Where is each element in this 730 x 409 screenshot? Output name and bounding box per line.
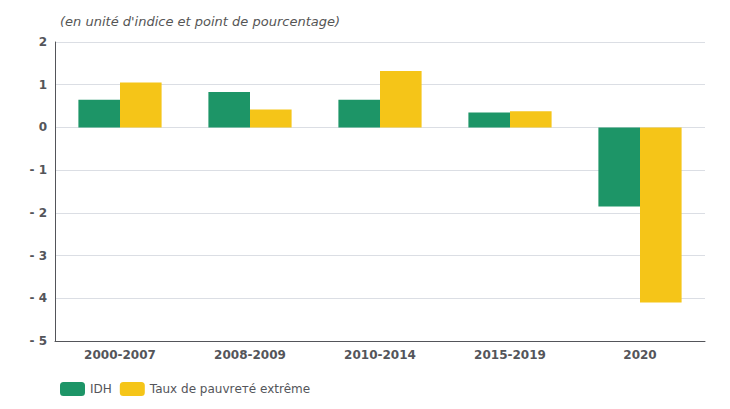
- svg-text:2010-2014: 2010-2014: [344, 348, 416, 362]
- svg-text:- 4: - 4: [29, 291, 47, 305]
- svg-text:- 3: - 3: [29, 249, 47, 263]
- svg-text:0: 0: [39, 120, 47, 134]
- svg-text:2000-2007: 2000-2007: [84, 348, 156, 362]
- svg-text:2020: 2020: [623, 348, 656, 362]
- svg-text:2015-2019: 2015-2019: [474, 348, 546, 362]
- svg-text:2: 2: [39, 35, 47, 49]
- svg-text:IDH: IDH: [90, 382, 112, 396]
- svg-text:2008-2009: 2008-2009: [214, 348, 286, 362]
- svg-text:- 2: - 2: [29, 206, 47, 220]
- svg-text:- 5: - 5: [29, 334, 47, 348]
- svg-text:- 1: - 1: [29, 163, 47, 177]
- svg-text:Taux de pauvrетé extrême: Taux de pauvrетé extrême: [149, 382, 310, 396]
- svg-text:1: 1: [39, 78, 47, 92]
- svg-text:(en unité d'indice et point de: (en unité d'indice et point de pourcenta…: [60, 14, 340, 29]
